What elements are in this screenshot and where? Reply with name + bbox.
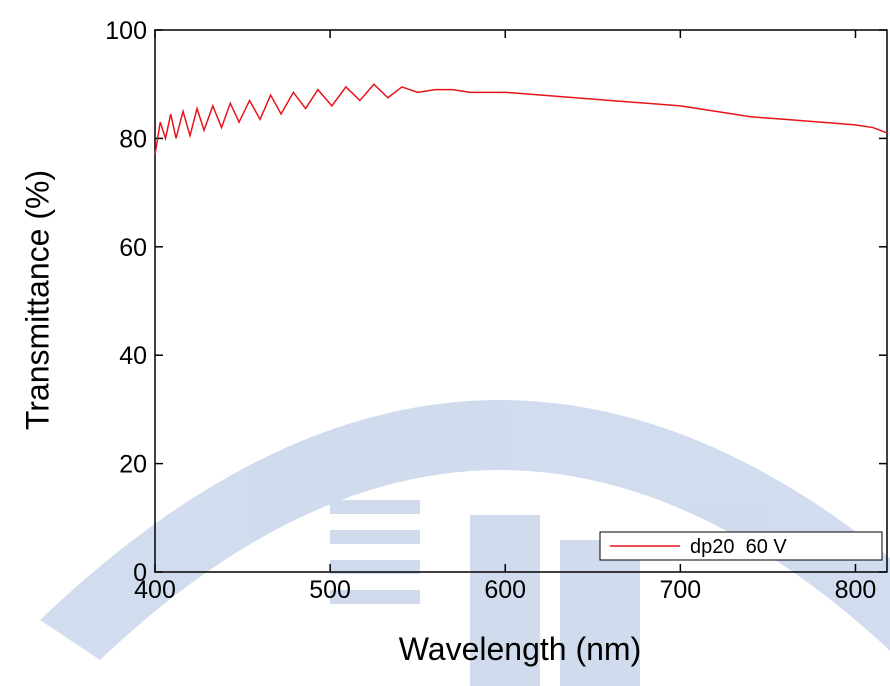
y-tick-label: 60 xyxy=(119,234,147,262)
y-tick-label: 100 xyxy=(105,17,147,45)
plot-frame xyxy=(154,29,888,573)
x-axis-label: Wavelength (nm) xyxy=(399,631,641,667)
y-tick-label: 0 xyxy=(133,559,147,587)
y-tick-label: 80 xyxy=(119,125,147,153)
y-tick-label: 20 xyxy=(119,451,147,479)
x-tick-label: 800 xyxy=(835,576,877,604)
data-line xyxy=(154,83,888,155)
x-tick-label: 400 xyxy=(134,576,176,604)
watermark xyxy=(40,400,890,686)
x-tick-label: 500 xyxy=(309,576,351,604)
x-tick-label: 700 xyxy=(659,576,701,604)
legend-text: dp20 60 V xyxy=(690,536,787,558)
x-tick-label: 600 xyxy=(484,576,526,604)
y-tick-label: 40 xyxy=(119,342,147,370)
y-axis-label: Transmittance (%) xyxy=(19,170,55,430)
